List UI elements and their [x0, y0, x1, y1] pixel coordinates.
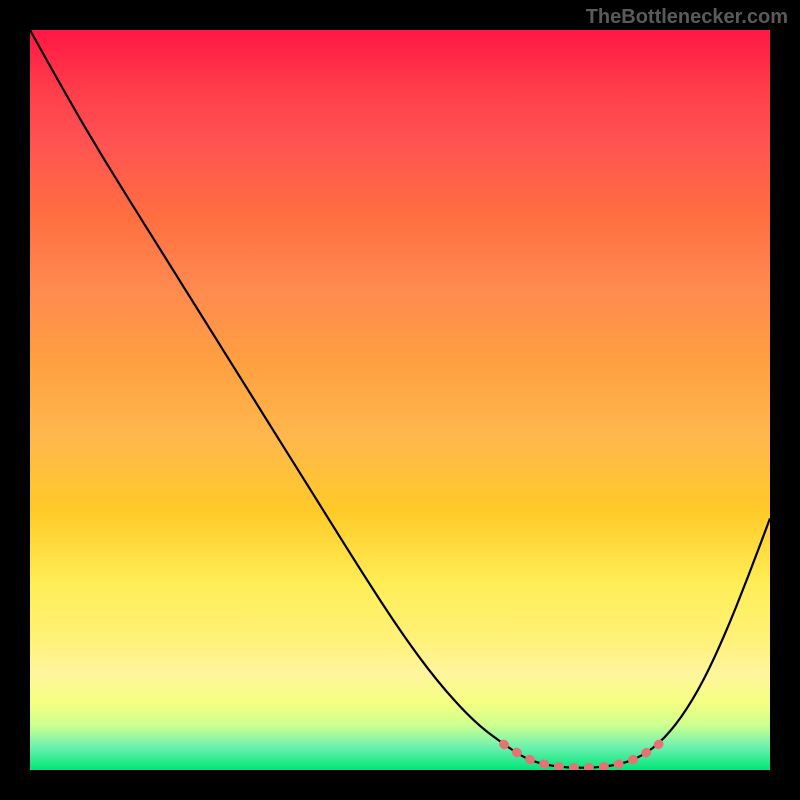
curve-svg [30, 30, 770, 770]
watermark-text: TheBottlenecker.com [586, 6, 788, 29]
dotted-segment [504, 744, 659, 768]
main-curve [30, 30, 770, 768]
plot-area [30, 30, 770, 770]
